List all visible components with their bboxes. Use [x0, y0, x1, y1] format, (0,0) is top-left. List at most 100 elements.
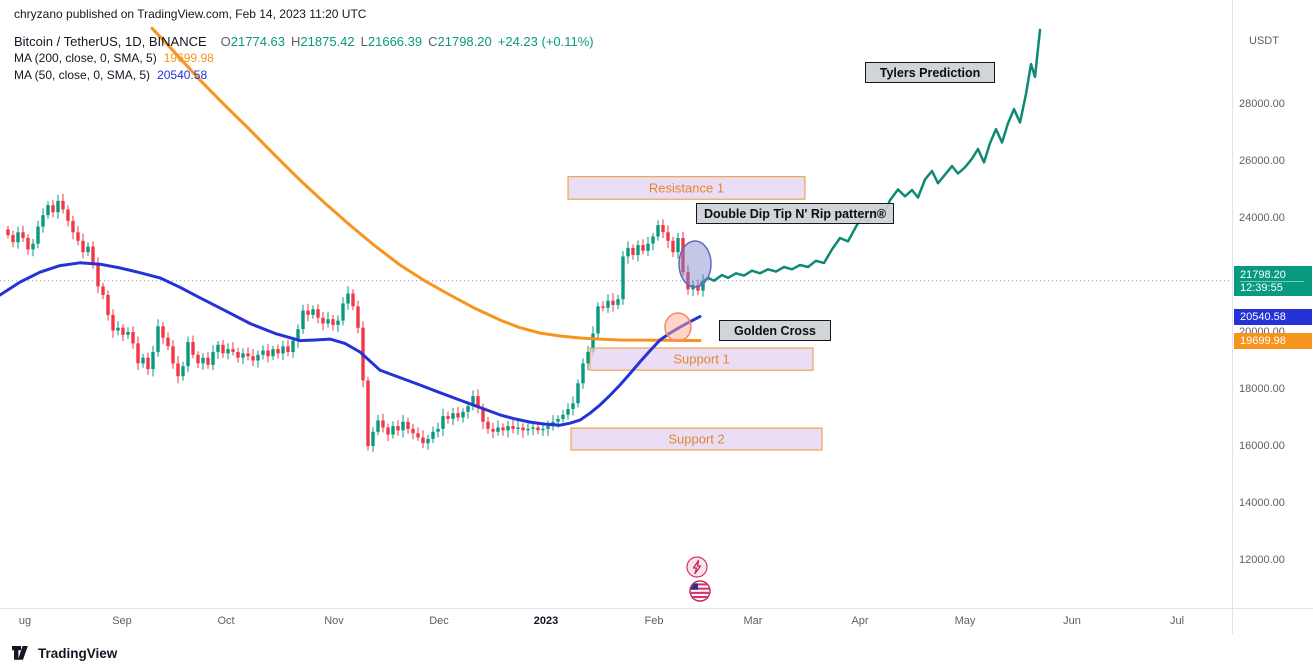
time-axis[interactable]: ug Sep Oct Nov Dec 2023 Feb Mar Apr May Jun Jul	[0, 608, 1313, 637]
y-axis-tick: 24000.00	[1239, 212, 1285, 224]
y-axis-tick: 28000.00	[1239, 98, 1285, 110]
x-axis-tick: Apr	[851, 615, 869, 627]
ma50-line[interactable]	[0, 261, 702, 427]
candle-body	[451, 413, 455, 419]
tradingview-logo-icon[interactable]	[12, 645, 31, 661]
candle-body	[211, 352, 215, 365]
candle-body	[351, 293, 355, 307]
candle-body	[141, 357, 145, 364]
candle-body	[611, 300, 615, 305]
open-value: 21774.63	[230, 34, 286, 49]
symbol-title[interactable]: Bitcoin / TetherUS, 1D, BINANCE	[14, 34, 207, 49]
candle-body	[581, 363, 585, 384]
candle-body	[446, 416, 450, 419]
candle-body	[671, 240, 675, 253]
candle-body	[111, 314, 115, 331]
ma200-value: 19699.98	[163, 51, 214, 65]
candle-body	[516, 427, 520, 429]
annotation-tylers-prediction[interactable]: Tylers Prediction	[865, 62, 995, 83]
candle-body	[566, 409, 570, 415]
y-axis-tick: 26000.00	[1239, 155, 1285, 167]
x-axis-tick: Oct	[217, 615, 235, 627]
candle-body	[21, 232, 25, 238]
price-chart-canvas[interactable]: Resistance 1 Support 1 Support 2	[0, 0, 1232, 608]
candle-body	[31, 243, 35, 250]
annotation-golden-cross[interactable]: Golden Cross	[719, 320, 831, 341]
candle-body	[61, 200, 65, 210]
candle-body	[126, 332, 130, 335]
candle-body	[171, 346, 175, 364]
legend-symbol-row[interactable]: Bitcoin / TetherUS, 1D, BINANCE O21774.63…	[14, 33, 594, 50]
legend-ma200-row[interactable]: MA (200, close, 0, SMA, 5) 19699.98	[14, 50, 594, 67]
chart-legend[interactable]: Bitcoin / TetherUS, 1D, BINANCE O21774.63…	[14, 33, 594, 84]
legend-ma50-row[interactable]: MA (50, close, 0, SMA, 5) 20540.58	[14, 67, 594, 84]
candle-body	[201, 357, 205, 364]
candle-body	[651, 236, 655, 244]
candle-body	[346, 293, 350, 304]
change-value: +24.23 (+0.11%)	[497, 34, 594, 49]
lightning-badge-icon[interactable]	[686, 556, 708, 578]
candle-body	[461, 411, 465, 418]
tradingview-brand-text[interactable]: TradingView	[38, 645, 118, 661]
candle-body	[271, 349, 275, 357]
candle-body	[181, 366, 185, 377]
candle-body	[441, 416, 445, 429]
candle-body	[41, 215, 45, 227]
candle-body	[301, 310, 305, 330]
candle-body	[586, 352, 590, 364]
zone-box[interactable]	[567, 176, 806, 200]
x-axis-tick: Nov	[324, 615, 344, 627]
annotation-double-dip[interactable]: Double Dip Tip N' Rip pattern®	[696, 203, 894, 224]
candle-body	[606, 300, 610, 308]
x-axis-tick: 2023	[533, 615, 559, 627]
ma200-line[interactable]	[150, 26, 702, 343]
ellipse-annotation[interactable]	[678, 240, 712, 288]
candle-body	[406, 421, 410, 429]
last-price-value: 21798.20	[1240, 268, 1286, 281]
price-axis[interactable]: USDT 21798.20 12:39:55 20540.58 19699.98…	[1232, 0, 1313, 634]
candle-body	[151, 352, 155, 370]
zone-box[interactable]	[570, 427, 823, 451]
candle-body	[596, 306, 600, 334]
candle-body	[531, 427, 535, 429]
x-axis-tick: Dec	[429, 615, 449, 627]
ellipse-annotation[interactable]	[664, 312, 692, 342]
candle-body	[676, 238, 680, 253]
candle-body	[336, 320, 340, 325]
flag-badge-icon[interactable]	[689, 580, 711, 602]
candle-body	[231, 349, 235, 352]
candle-body	[286, 346, 290, 352]
candle-body	[71, 220, 75, 233]
candle-body	[81, 240, 85, 253]
candle-body	[26, 238, 30, 250]
x-axis-tick: May	[954, 615, 976, 627]
candle-body	[396, 426, 400, 431]
candle-body	[226, 349, 230, 354]
candle-body	[146, 357, 150, 370]
candle-body	[251, 356, 255, 361]
candle-body	[116, 327, 120, 331]
ma50-label: MA (50, close, 0, SMA, 5)	[14, 68, 151, 82]
candle-body	[131, 332, 135, 344]
candle-body	[256, 354, 260, 361]
candle-body	[371, 431, 375, 446]
candle-body	[246, 353, 250, 357]
close-key: C	[428, 34, 438, 49]
candle-body	[496, 427, 500, 432]
candle-body	[331, 319, 335, 325]
candle-body	[486, 421, 490, 429]
high-key: H	[291, 34, 301, 49]
y-axis-tick: 14000.00	[1239, 497, 1285, 509]
y-axis-tick: 18000.00	[1239, 383, 1285, 395]
candle-body	[471, 396, 475, 407]
candle-body	[296, 329, 300, 341]
zone-label: Resistance 1	[649, 180, 724, 195]
ma50-value: 20540.58	[157, 68, 208, 82]
candle-body	[391, 426, 395, 435]
candle-body	[11, 235, 15, 243]
publisher-line: chryzano published on TradingView.com, F…	[14, 7, 367, 21]
candle-body	[521, 427, 525, 431]
candle-body	[541, 428, 545, 431]
candle-body	[536, 427, 540, 431]
candle-body	[511, 426, 515, 429]
